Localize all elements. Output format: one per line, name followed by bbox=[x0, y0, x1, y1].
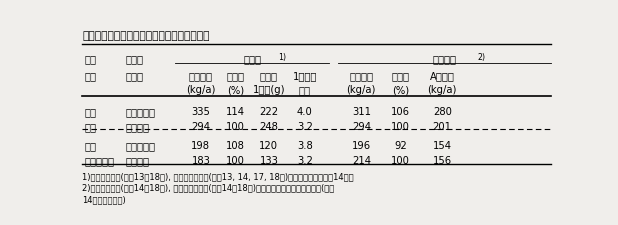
Text: 311: 311 bbox=[352, 107, 371, 117]
Text: 標準品種: 標準品種 bbox=[125, 122, 149, 131]
Text: 3.8: 3.8 bbox=[297, 140, 313, 151]
Text: 294: 294 bbox=[352, 122, 371, 131]
Text: A品収量: A品収量 bbox=[430, 71, 455, 81]
Text: 198: 198 bbox=[192, 140, 210, 151]
Text: 214: 214 bbox=[352, 155, 371, 165]
Text: 14号の選抜系統): 14号の選抜系統) bbox=[82, 195, 126, 204]
Text: 裁培: 裁培 bbox=[85, 54, 96, 64]
Text: 156: 156 bbox=[433, 155, 452, 165]
Text: 106: 106 bbox=[391, 107, 410, 117]
Text: 108: 108 bbox=[226, 140, 245, 151]
Text: べにはるか: べにはるか bbox=[125, 140, 155, 151]
Text: 1個重(g): 1個重(g) bbox=[253, 85, 285, 95]
Text: 早掘: 早掘 bbox=[85, 140, 96, 151]
Text: 100: 100 bbox=[226, 122, 245, 131]
Text: 個数: 個数 bbox=[298, 85, 311, 95]
Text: 120: 120 bbox=[260, 140, 278, 151]
Text: 294: 294 bbox=[192, 122, 210, 131]
Text: 鹿児島県: 鹿児島県 bbox=[433, 54, 457, 64]
Text: 4.0: 4.0 bbox=[297, 107, 313, 117]
Text: 154: 154 bbox=[433, 140, 452, 151]
Text: 133: 133 bbox=[260, 155, 278, 165]
Text: 標準比: 標準比 bbox=[226, 71, 244, 81]
Text: 196: 196 bbox=[352, 140, 371, 151]
Text: 280: 280 bbox=[433, 107, 452, 117]
Text: (kg/a): (kg/a) bbox=[428, 85, 457, 95]
Text: 3.2: 3.2 bbox=[297, 155, 313, 165]
Text: 100: 100 bbox=[391, 122, 410, 131]
Text: (%): (%) bbox=[227, 85, 244, 95]
Text: (kg/a): (kg/a) bbox=[186, 85, 216, 95]
Text: 上いも重: 上いも重 bbox=[349, 71, 373, 81]
Text: 248: 248 bbox=[260, 122, 278, 131]
Text: 品種・: 品種・ bbox=[125, 54, 143, 64]
Text: 92: 92 bbox=[394, 140, 407, 151]
Text: 2): 2) bbox=[478, 53, 485, 62]
Text: 裁培: 裁培 bbox=[85, 122, 96, 131]
Text: 222: 222 bbox=[260, 107, 278, 117]
Text: 100: 100 bbox=[391, 155, 410, 165]
Text: 透明マルチ: 透明マルチ bbox=[85, 155, 114, 165]
Text: 上いも重: 上いも重 bbox=[189, 71, 213, 81]
Text: 2)標準無マルチ(平成14～18年), 早掘透明マルチ(平成14～18年)で標準品種は「ベニサツマ」(高系: 2)標準無マルチ(平成14～18年), 早掘透明マルチ(平成14～18年)で標準… bbox=[82, 183, 334, 192]
Text: (kg/a): (kg/a) bbox=[347, 85, 376, 95]
Text: 335: 335 bbox=[192, 107, 210, 117]
Text: 上いも: 上いも bbox=[260, 71, 278, 81]
Text: 114: 114 bbox=[226, 107, 245, 117]
Text: 1)標準黒マルチ(平成13～18年), 早掘透明マルチ(平成13, 14, 17, 18年)で標準品種は「高系14号」: 1)標準黒マルチ(平成13～18年), 早掘透明マルチ(平成13, 14, 17… bbox=[82, 171, 353, 180]
Text: 1株いも: 1株いも bbox=[292, 71, 317, 81]
Text: (%): (%) bbox=[392, 85, 409, 95]
Text: 表３　育成地および鹿児島県における収量性: 表３ 育成地および鹿児島県における収量性 bbox=[82, 31, 210, 41]
Text: 標準: 標準 bbox=[85, 107, 96, 117]
Text: 標準品種: 標準品種 bbox=[125, 155, 149, 165]
Text: 条件: 条件 bbox=[85, 71, 96, 81]
Text: 育成地: 育成地 bbox=[243, 54, 261, 64]
Text: 183: 183 bbox=[192, 155, 210, 165]
Text: 系統名: 系統名 bbox=[125, 71, 143, 81]
Text: 1): 1) bbox=[278, 53, 286, 62]
Text: 201: 201 bbox=[433, 122, 452, 131]
Text: 3.2: 3.2 bbox=[297, 122, 313, 131]
Text: べにはるか: べにはるか bbox=[125, 107, 155, 117]
Text: 標準比: 標準比 bbox=[392, 71, 410, 81]
Text: 100: 100 bbox=[226, 155, 245, 165]
